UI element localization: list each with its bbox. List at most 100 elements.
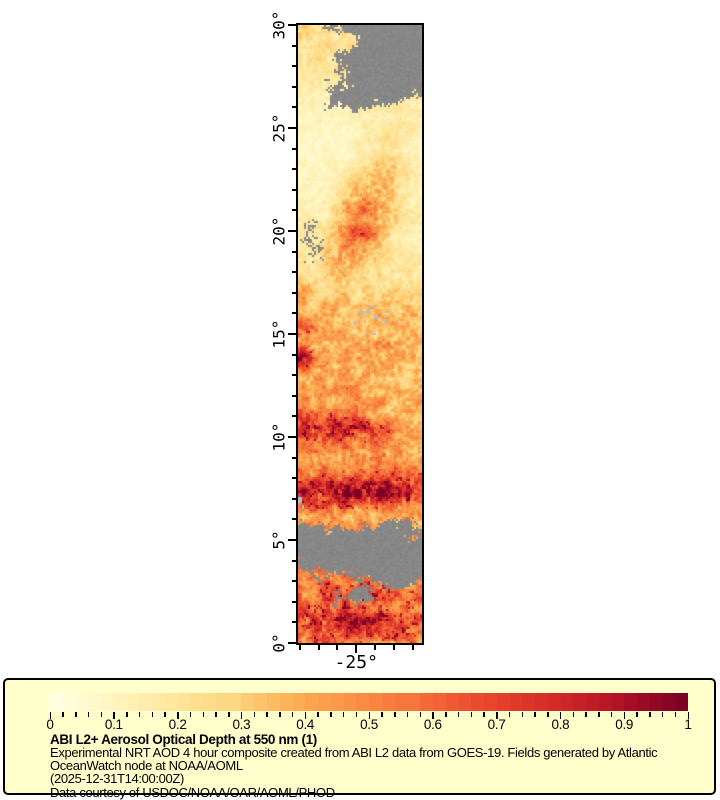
colorbar-segment (535, 693, 548, 711)
colorbar-segment (164, 693, 178, 711)
colorbar-minor-tick (75, 712, 77, 717)
colorbar-minor-tick (381, 712, 383, 717)
legend-text-line: OceanWatch node at NOAA/AOML (50, 758, 243, 774)
colorbar-major-tick (687, 712, 689, 719)
colorbar-minor-tick (572, 712, 575, 717)
colorbar-segment (126, 693, 140, 711)
colorbar-segment (152, 693, 165, 711)
colorbar-minor-tick (100, 712, 103, 717)
latitude-major-tick (288, 127, 297, 129)
colorbar-tick-label: 0.9 (615, 717, 634, 732)
colorbar-segment (50, 693, 63, 711)
colorbar-segment (215, 693, 229, 711)
colorbar-tick-label: 1 (684, 717, 692, 732)
colorbar-minor-tick (661, 712, 664, 717)
colorbar-segment (432, 693, 446, 711)
latitude-minor-tick (292, 394, 297, 397)
colorbar-minor-tick (636, 712, 638, 717)
colorbar-segment (573, 693, 587, 711)
latitude-tick-label: 10° (269, 422, 289, 452)
longitude-minor-tick (392, 645, 395, 650)
colorbar-minor-tick (394, 712, 396, 717)
latitude-major-tick (288, 539, 297, 541)
latitude-minor-tick (292, 271, 297, 274)
colorbar-major-tick (432, 712, 434, 719)
legend-text-line: (2025-12-31T14:00:00Z) (50, 771, 184, 787)
colorbar-minor-tick (87, 712, 90, 717)
longitude-major-tick (355, 645, 358, 653)
colorbar-segment (381, 693, 395, 711)
legend-box: 0 0.1 0.2 0.3 0.4 0.5 0.6 0.7 0.8 0.9 1 ABI L2+ Ae… (3, 678, 716, 799)
latitude-tick-label: 15° (269, 319, 289, 349)
colorbar-segment (267, 693, 280, 711)
colorbar-segment (305, 693, 319, 711)
colorbar-segment (254, 693, 268, 711)
latitude-major-tick (288, 230, 297, 232)
colorbar-segment (330, 693, 344, 711)
colorbar-segment (509, 693, 523, 711)
latitude-tick-label: 5° (269, 530, 289, 550)
colorbar-major-tick (113, 712, 115, 719)
colorbar-minor-tick (151, 712, 154, 717)
map-frame (296, 23, 424, 645)
colorbar-minor-tick (649, 712, 651, 717)
colorbar-minor-tick (253, 712, 256, 717)
colorbar-major-tick (49, 712, 51, 719)
colorbar-segment (675, 693, 689, 711)
colorbar-segment (445, 693, 459, 711)
colorbar-segment (420, 693, 433, 711)
colorbar-segment (241, 693, 255, 711)
colorbar-segment (62, 693, 76, 711)
colorbar-tick-label: 0.8 (551, 717, 570, 732)
colorbar-segment (471, 693, 485, 711)
colorbar-minor-tick (406, 712, 409, 717)
colorbar-minor-tick (189, 712, 192, 717)
colorbar-major-tick (240, 712, 243, 719)
colorbar-minor-tick (674, 712, 677, 717)
longitude-minor-tick (317, 645, 320, 650)
colorbar-segment (484, 693, 497, 711)
longitude-minor-tick (374, 645, 377, 650)
colorbar-tick-label: 0.5 (360, 717, 378, 732)
colorbar-tick-label: 0.6 (423, 717, 442, 732)
latitude-minor-tick (292, 518, 297, 521)
colorbar-minor-tick (279, 712, 281, 717)
latitude-tick-label: 25° (269, 113, 289, 143)
latitude-minor-tick (292, 106, 297, 109)
colorbar-major-tick (623, 712, 626, 719)
colorbar-segment (458, 693, 472, 711)
colorbar-minor-tick (534, 712, 536, 717)
colorbar-minor-tick (330, 712, 332, 717)
colorbar-segment (101, 693, 114, 711)
colorbar-segment (649, 693, 663, 711)
longitude-minor-tick (298, 645, 301, 650)
latitude-major-tick (288, 24, 297, 26)
latitude-minor-tick (292, 497, 297, 500)
latitude-minor-tick (292, 312, 297, 315)
legend-title: ABI L2+ Aerosol Optical Depth at 550 nm … (50, 732, 317, 747)
colorbar-minor-tick (202, 712, 205, 717)
latitude-minor-tick (292, 559, 297, 562)
latitude-minor-tick (292, 456, 297, 459)
latitude-minor-tick (292, 600, 297, 603)
colorbar-major-tick (368, 712, 370, 719)
legend-text: Experimental NRT AOD 4 hour composite cr… (50, 746, 658, 799)
latitude-minor-tick (292, 621, 297, 624)
colorbar-major-tick (496, 712, 498, 719)
longitude-minor-tick (411, 645, 414, 650)
colorbar-minor-tick (342, 712, 345, 717)
colorbar-segment (496, 693, 510, 711)
colorbar-tick-label: 0.3 (232, 717, 251, 732)
latitude-major-tick (288, 642, 297, 644)
colorbar-minor-tick (547, 712, 549, 717)
latitude-major-tick (288, 436, 297, 438)
colorbar-segment (598, 693, 612, 711)
colorbar-minor-tick (266, 712, 268, 717)
colorbar-segment (318, 693, 331, 711)
colorbar-segment (662, 693, 676, 711)
colorbar-segment (560, 693, 574, 711)
colorbar-tick-label: 0.4 (296, 717, 315, 732)
colorbar-minor-tick (62, 712, 64, 717)
colorbar-tick-label: 0.1 (104, 717, 123, 732)
